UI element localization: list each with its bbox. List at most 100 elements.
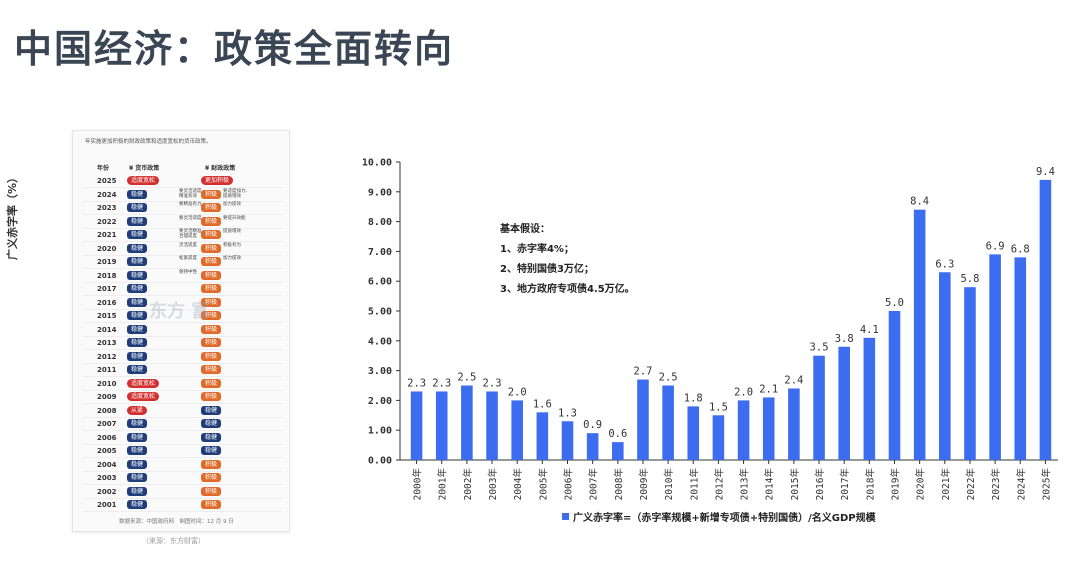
data-label: 2.0 [508, 386, 527, 398]
data-bar [486, 391, 498, 460]
row-year: 2021 [97, 231, 117, 239]
table-row: 2010 适度宽松 积极 [83, 378, 283, 391]
monetary-tag: 稳健 [127, 446, 148, 455]
monetary-tag: 稳健 [127, 500, 148, 509]
fiscal-tag: 积极 [201, 243, 222, 253]
x-tick-label: 2021年 [940, 468, 952, 501]
table-row: 2004 稳健 积极 [83, 459, 283, 472]
monetary-tag: 从紧 [127, 405, 148, 415]
row-year: 2011 [97, 366, 117, 374]
x-tick-label: 2023年 [990, 468, 1002, 501]
monetary-tag: 稳健 [127, 432, 148, 442]
row-year: 2020 [97, 244, 117, 253]
data-label: 1.6 [533, 398, 552, 410]
monetary-tag: 稳健 [127, 230, 148, 239]
header-year: 年份 [97, 165, 110, 172]
table-row: 2019 稳健 松紧适度 积极 加力提效 [83, 256, 283, 269]
fiscal-tag: 稳健 [201, 432, 222, 442]
policy-table-intro: 年实施更加积极的财政政策和适度宽松的货币政策。 [85, 139, 212, 145]
table-row: 2001 稳健 积极 [83, 499, 283, 512]
monetary-note: 保持中性 [179, 269, 197, 275]
y-tick-label: 4.00 [368, 336, 392, 347]
data-bar [637, 379, 649, 460]
monetary-tag: 稳健 [127, 324, 148, 334]
header-monetary: ¥ 货币政策 [129, 165, 160, 172]
row-year: 2008 [97, 406, 117, 415]
table-row: 2014 稳健 积极 [83, 324, 283, 337]
fiscal-tag: 更加积极 [201, 176, 234, 185]
monetary-note: 要灵活适度、 精准有效 [179, 188, 206, 199]
data-bar [888, 311, 901, 460]
data-label: 2.3 [407, 377, 426, 389]
row-year: 2010 [97, 379, 117, 388]
data-bar [586, 433, 599, 460]
monetary-note: 要灵活精准、 合理适度 [179, 229, 206, 239]
data-bar [612, 442, 624, 460]
fiscal-tag: 稳健 [201, 405, 222, 415]
table-row: 2024 稳健 要灵活适度、 精准有效 积极 要适度加力、 提质增效 [83, 189, 283, 202]
data-bar [712, 415, 725, 460]
data-label: 1.5 [709, 401, 728, 413]
table-row: 2005 稳健 稳健 [83, 445, 283, 458]
y-tick-label: 8.00 [368, 217, 392, 228]
monetary-tag: 稳健 [127, 459, 148, 469]
row-year: 2007 [97, 420, 117, 428]
data-label: 1.3 [558, 407, 577, 419]
data-label: 8.4 [910, 196, 929, 208]
table-row: 2022 稳健 要灵活适度 积极 要提升效能 [83, 216, 283, 229]
monetary-tag: 稳健 [127, 486, 148, 496]
y-tick-label: 9.00 [368, 187, 392, 198]
x-tick-label: 2015年 [789, 468, 801, 501]
table-row: 2006 稳健 稳健 [83, 432, 283, 445]
data-bar [435, 391, 448, 460]
x-tick-label: 2006年 [563, 468, 575, 501]
row-year: 2009 [97, 393, 117, 401]
policy-table-header: 年份 ¥ 货币政策 ¥ 财政政策 [83, 161, 283, 173]
data-label: 2.0 [734, 386, 753, 398]
fiscal-tag: 积极 [201, 378, 222, 388]
data-label: 1.8 [684, 392, 703, 404]
monetary-tag: 适度宽松 [127, 176, 160, 185]
data-label: 2.4 [784, 374, 803, 386]
fiscal-note: 提质增效 [223, 229, 241, 234]
data-bar [511, 400, 523, 460]
monetary-tag: 稳健 [127, 297, 148, 307]
header-fiscal: ¥ 财政政策 [205, 165, 236, 172]
data-label: 6.3 [935, 258, 954, 270]
x-tick-label: 2012年 [713, 468, 725, 501]
watermark: 东方 富 [149, 301, 210, 322]
data-label: 0.6 [608, 428, 627, 440]
monetary-tag: 稳健 [127, 338, 148, 347]
data-bar [737, 400, 750, 460]
fiscal-tag: 稳健 [201, 446, 222, 455]
x-tick-label: 2017年 [839, 468, 851, 501]
y-tick-label: 5.00 [368, 307, 392, 318]
fiscal-tag: 积极 [201, 459, 222, 469]
row-year: 2003 [97, 474, 117, 482]
row-year: 2017 [97, 285, 117, 293]
fiscal-note: 加力提效 [223, 256, 241, 261]
row-year: 2002 [97, 487, 117, 496]
row-year: 2019 [97, 258, 117, 266]
monetary-tag: 稳健 [127, 257, 148, 266]
fiscal-tag: 积极 [201, 351, 222, 361]
fiscal-tag: 积极 [201, 500, 222, 509]
fiscal-tag: 积极 [201, 230, 222, 239]
fiscal-tag: 积极 [201, 297, 222, 307]
x-tick-label: 2019年 [890, 468, 902, 501]
monetary-tag: 稳健 [127, 270, 148, 280]
fiscal-tag: 积极 [201, 189, 222, 199]
fiscal-tag: 积极 [201, 338, 222, 347]
fiscal-tag: 积极 [201, 203, 222, 212]
row-year: 2015 [97, 312, 117, 320]
assumption-3: 3、地方政府专项债4.5万亿。 [500, 284, 635, 295]
data-bar [913, 209, 926, 460]
page-title: 中国经济：政策全面转向 [14, 27, 455, 71]
legend-label: 广义赤字率=（赤字率规模+新增专项债+特别国债）/名义GDP规模 [573, 513, 876, 524]
data-label: 9.4 [1036, 166, 1055, 178]
row-year: 2016 [97, 298, 117, 307]
row-year: 2004 [97, 460, 117, 469]
monetary-tag: 稳健 [127, 419, 148, 428]
x-tick-label: 2014年 [764, 468, 776, 501]
table-row: 2012 稳健 积极 [83, 351, 283, 364]
